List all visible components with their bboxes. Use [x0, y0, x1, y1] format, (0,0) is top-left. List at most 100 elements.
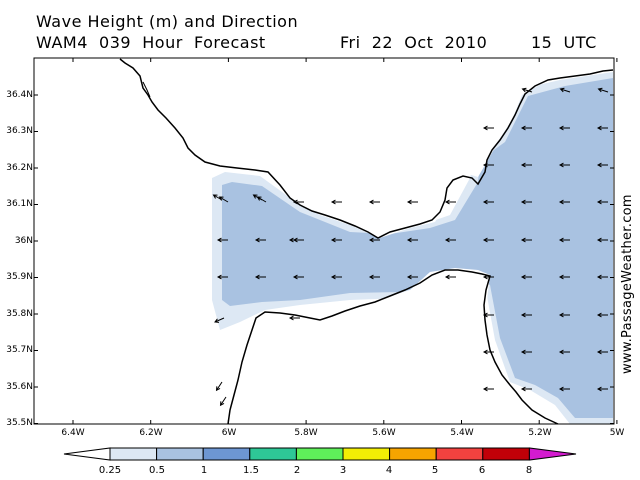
- wave-direction-arrows: [212, 87, 609, 407]
- chart-title: Wave Height (m) and Direction: [36, 12, 299, 31]
- colorbar-label: 0.25: [98, 465, 122, 476]
- lat-label: 35.8N: [6, 309, 33, 319]
- wave-direction-arrow: [406, 274, 418, 280]
- wave-direction-arrow: [216, 274, 228, 280]
- colorbar-label: 3: [339, 465, 347, 476]
- wave-direction-arrow: [330, 237, 342, 243]
- wave-direction-arrow: [292, 274, 304, 280]
- wave-direction-arrow: [596, 386, 608, 392]
- wave-direction-arrow: [368, 237, 380, 243]
- wave-direction-arrow: [482, 274, 494, 280]
- wave-direction-arrow: [330, 274, 342, 280]
- wave-direction-arrow: [596, 199, 608, 205]
- wave-direction-arrow: [482, 162, 494, 168]
- coastline-north: [119, 58, 614, 239]
- wave-direction-arrow: [520, 386, 532, 392]
- wave-direction-arrow: [597, 87, 609, 93]
- wave-direction-arrow: [482, 125, 494, 131]
- wave-direction-arrow: [444, 199, 456, 205]
- lat-label: 36.4N: [6, 90, 33, 100]
- wave-direction-arrow: [558, 274, 570, 280]
- wave-direction-arrow: [520, 162, 532, 168]
- wave-direction-arrow: [482, 312, 494, 318]
- land-morocco-south: [228, 268, 550, 424]
- lat-label: 36.2N: [6, 163, 33, 173]
- lon-label: 5.4W: [450, 428, 474, 438]
- forecast-date: Fri 22 Oct 2010: [340, 33, 488, 52]
- wave-direction-arrow: [558, 349, 570, 355]
- colorbar-swatch: [389, 447, 437, 461]
- wave-direction-arrow: [444, 237, 456, 243]
- colorbar-label: 0.5: [149, 465, 165, 476]
- wave-direction-arrow: [254, 237, 266, 243]
- wave-direction-arrow: [288, 315, 300, 321]
- colorbar-label: 1.5: [243, 465, 259, 476]
- wave-direction-arrow: [596, 125, 608, 131]
- lon-label: 6.4W: [61, 428, 85, 438]
- colorbar-swatch: [156, 447, 204, 461]
- lon-label: 6W: [221, 428, 237, 438]
- lat-label: 36N: [14, 236, 33, 246]
- colorbar-swatch: [295, 447, 344, 461]
- colorbar-label: 4: [385, 465, 393, 476]
- colorbar-swatch: [482, 447, 530, 461]
- colorbar-swatch: [249, 447, 297, 461]
- lat-label: 36.3N: [6, 126, 33, 136]
- wave-direction-arrow: [406, 237, 418, 243]
- axis-ticks: [34, 58, 618, 424]
- colorbar-swatch: [109, 447, 158, 461]
- wave-direction-arrow: [215, 381, 223, 392]
- wave-band-medium: [222, 78, 613, 418]
- wave-direction-arrow: [596, 162, 608, 168]
- wave-direction-arrow: [482, 199, 494, 205]
- lat-label: 35.5N: [6, 418, 33, 428]
- wave-direction-arrow: [288, 237, 300, 243]
- wave-direction-arrow: [330, 199, 342, 205]
- wave-direction-arrow: [558, 237, 570, 243]
- lat-label: 36.1N: [6, 199, 33, 209]
- colorbar-arrow-left: [63, 447, 111, 461]
- coastline-south: [227, 269, 559, 425]
- colorbar-arrow-right: [528, 447, 577, 461]
- wave-direction-arrow: [520, 349, 532, 355]
- wave-direction-arrow: [212, 194, 223, 201]
- land-spain-north: [120, 59, 613, 238]
- wave-direction-arrow: [482, 237, 494, 243]
- lon-label: 5W: [609, 428, 625, 438]
- wave-direction-arrow: [558, 125, 570, 131]
- wave-direction-arrow: [596, 312, 608, 318]
- lat-label: 35.6N: [6, 382, 33, 392]
- colorbar: [63, 447, 577, 461]
- wave-direction-arrow: [559, 87, 571, 93]
- colorbar-label: 1: [200, 465, 208, 476]
- forecast-time: 15 UTC: [531, 33, 597, 52]
- wave-direction-arrow: [482, 386, 494, 392]
- lon-label: 5.8W: [294, 428, 318, 438]
- wave-direction-arrow: [596, 274, 608, 280]
- coastline-small-feature: [142, 81, 151, 98]
- wave-direction-arrow: [558, 312, 570, 318]
- wave-direction-arrow: [292, 199, 304, 205]
- wave-direction-arrow: [444, 274, 456, 280]
- forecast-label: WAM4 039 Hour Forecast: [36, 33, 266, 52]
- wave-direction-arrow: [520, 199, 532, 205]
- wave-direction-arrow: [219, 396, 227, 407]
- wave-direction-arrow: [558, 199, 570, 205]
- lat-label: 35.9N: [6, 272, 33, 282]
- wave-direction-arrow: [406, 199, 418, 205]
- wave-direction-arrow: [558, 162, 570, 168]
- colorbar-label: 5: [431, 465, 439, 476]
- wave-direction-arrow: [254, 274, 266, 280]
- lat-label: 35.7N: [6, 345, 33, 355]
- credit-watermark: www.PassageWeather.com: [620, 194, 635, 374]
- colorbar-label: 8: [525, 465, 533, 476]
- wave-direction-arrow: [368, 199, 380, 205]
- wave-direction-arrow: [252, 194, 263, 201]
- wave-direction-arrow: [596, 349, 608, 355]
- lon-label: 5.6W: [372, 428, 396, 438]
- wave-direction-arrow: [520, 125, 532, 131]
- wave-direction-arrow: [520, 237, 532, 243]
- wave-direction-arrow: [520, 312, 532, 318]
- wave-direction-arrow: [216, 237, 228, 243]
